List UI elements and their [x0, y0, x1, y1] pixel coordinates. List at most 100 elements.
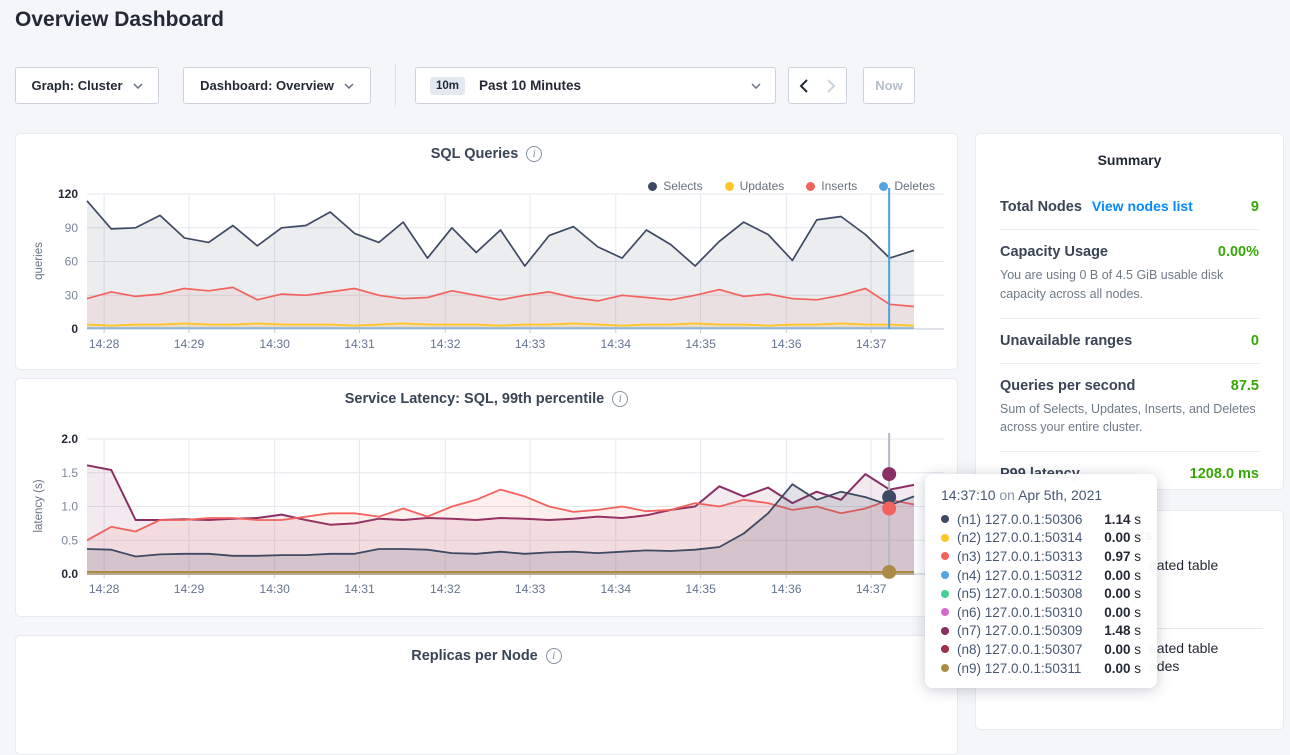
x-axis-label: 14:32: [430, 582, 461, 596]
tooltip-node-row: (n1) 127.0.0.1:50306 1.14 s: [941, 510, 1141, 529]
tooltip-node-row: (n7) 127.0.0.1:50309 1.48 s: [941, 622, 1141, 641]
now-button[interactable]: Now: [863, 67, 915, 104]
latency-chart[interactable]: 0.0 0.5 1.0 1.5 2.0 14:28 14:29 14:30 14:31 14:32…: [24, 429, 954, 604]
info-icon[interactable]: i: [612, 391, 629, 407]
y-axis-label: 120: [58, 187, 78, 201]
x-axis-label: 14:36: [771, 337, 802, 351]
chevron-down-icon: [132, 82, 143, 89]
legend-dot-icon: [806, 181, 816, 191]
node-latency-value: 1.14 s: [1104, 511, 1141, 527]
x-axis-label: 14:31: [344, 582, 375, 596]
tooltip-node-row: (n2) 127.0.0.1:50314 0.00 s: [941, 529, 1141, 548]
time-next-button[interactable]: [817, 67, 847, 104]
info-icon[interactable]: i: [545, 648, 562, 664]
y-axis-label: 2.0: [61, 432, 78, 446]
node-color-dot-icon: [941, 533, 949, 542]
sql-chart[interactable]: 0 30 60 90 120 14:28 14:29 14:30 14:31 14:32 14:33…: [24, 184, 954, 359]
legend-label: Deletes: [894, 179, 935, 193]
tooltip-node-row: (n3) 127.0.0.1:50313 0.97 s: [941, 547, 1141, 566]
time-range-badge: 10m: [430, 76, 466, 95]
node-latency-value: 1.48 s: [1104, 623, 1141, 639]
legend-dot-icon: [648, 181, 658, 191]
node-latency-value: 0.00 s: [1104, 567, 1141, 583]
node-address: (n1) 127.0.0.1:50306: [957, 511, 1083, 527]
latency-chart-svg: 0.0 0.5 1.0 1.5 2.0 14:28 14:29 14:30 14:31 14:32…: [61, 432, 944, 596]
graph-dropdown-label: Graph: Cluster: [31, 78, 123, 93]
series-line: [86, 200, 915, 267]
x-axis-label: 14:36: [771, 582, 802, 596]
x-axis-label: 14:30: [259, 337, 290, 351]
series-area: [87, 489, 914, 574]
p99-latency-value: 1208.0 ms: [1189, 466, 1259, 482]
series-area: [87, 465, 914, 574]
total-nodes-label: Total Nodes: [1000, 199, 1082, 215]
y-axis-label: 30: [65, 288, 79, 302]
crosshair-dot: [882, 501, 897, 516]
node-color-dot-icon: [941, 552, 949, 561]
node-address: (n6) 127.0.0.1:50310: [957, 604, 1083, 620]
x-axis-label: 14:34: [601, 337, 632, 351]
sql-chart-svg: 0 30 60 90 120 14:28 14:29 14:30 14:31 14:32 14:33…: [58, 187, 944, 351]
tooltip-node-row: (n6) 127.0.0.1:50310 0.00 s: [941, 603, 1141, 622]
unavailable-ranges-value: 0: [1250, 332, 1259, 349]
chevron-down-icon: [751, 82, 761, 89]
view-nodes-list-link[interactable]: View nodes list: [1091, 198, 1193, 214]
node-latency-value: 0.00 s: [1104, 586, 1141, 602]
crosshair-dot: [882, 467, 897, 482]
legend-item[interactable]: Inserts: [806, 179, 857, 193]
y-axis-label: 90: [65, 221, 79, 235]
node-color-dot-icon: [941, 571, 949, 580]
y-axis-label: 0: [71, 322, 78, 336]
capacity-usage-label: Capacity Usage: [1000, 244, 1108, 260]
x-axis-label: 14:33: [515, 582, 546, 596]
node-latency-value: 0.00 s: [1104, 604, 1141, 620]
legend-item[interactable]: Selects: [648, 179, 703, 193]
x-axis-label: 14:32: [430, 337, 461, 351]
total-nodes-value: 9: [1250, 199, 1259, 215]
chevron-right-icon: [827, 78, 836, 93]
legend-label: Updates: [739, 179, 785, 193]
time-range-dropdown[interactable]: 10m Past 10 Minutes: [415, 67, 776, 104]
node-latency-value: 0.00 s: [1104, 660, 1141, 676]
legend-item[interactable]: Deletes: [879, 179, 935, 193]
capacity-usage-value: 0.00%: [1217, 244, 1259, 260]
node-latency-value: 0.00 s: [1104, 530, 1141, 546]
legend-dot-icon: [724, 181, 734, 191]
node-address: (n3) 127.0.0.1:50313: [957, 548, 1083, 564]
time-prev-button[interactable]: [788, 67, 818, 104]
chevron-left-icon: [799, 78, 808, 93]
capacity-usage-subtext: You are using 0 B of 4.5 GiB usable disk…: [1000, 268, 1224, 301]
tooltip-node-row: (n9) 127.0.0.1:50311 0.00 s: [941, 659, 1141, 678]
node-address: (n9) 127.0.0.1:50311: [957, 660, 1082, 676]
legend-label: Inserts: [821, 179, 858, 193]
toolbar-separator: [395, 64, 396, 107]
qps-label: Queries per second: [1000, 377, 1136, 394]
info-icon[interactable]: i: [526, 146, 543, 162]
event-text-fragment: eated table: [1149, 557, 1219, 573]
node-latency-value: 0.00 s: [1104, 641, 1141, 657]
series-area: [87, 200, 914, 329]
x-axis-label: 14:33: [515, 337, 546, 351]
page-title: Overview Dashboard: [15, 8, 224, 31]
dashboard-dropdown[interactable]: Dashboard: Overview: [183, 67, 371, 104]
sql-legend: Selects Updates Inserts Deletes: [648, 179, 935, 193]
crosshair-dot: [882, 490, 897, 505]
node-address: (n7) 127.0.0.1:50309: [957, 623, 1083, 639]
graph-dropdown[interactable]: Graph: Cluster: [15, 67, 159, 104]
series-area: [87, 287, 914, 329]
y-axis-label: 60: [65, 255, 79, 269]
node-address: (n4) 127.0.0.1:50312: [957, 567, 1083, 583]
legend-item[interactable]: Updates: [724, 179, 785, 193]
node-address: (n5) 127.0.0.1:50308: [957, 586, 1083, 602]
y-axis-label: 1.5: [61, 466, 78, 480]
x-axis-label: 14:37: [856, 337, 887, 351]
x-axis-label: 14:35: [685, 337, 716, 351]
x-axis-label: 14:29: [174, 337, 205, 351]
node-color-dot-icon: [941, 589, 949, 598]
chevron-down-icon: [344, 82, 354, 89]
series-line: [86, 464, 915, 526]
x-axis-label: 14:28: [89, 582, 120, 596]
node-address: (n8) 127.0.0.1:50307: [957, 641, 1083, 657]
sql-chart-title: SQL Queries: [430, 146, 519, 162]
tooltip-node-row: (n8) 127.0.0.1:50307 0.00 s: [941, 640, 1141, 659]
